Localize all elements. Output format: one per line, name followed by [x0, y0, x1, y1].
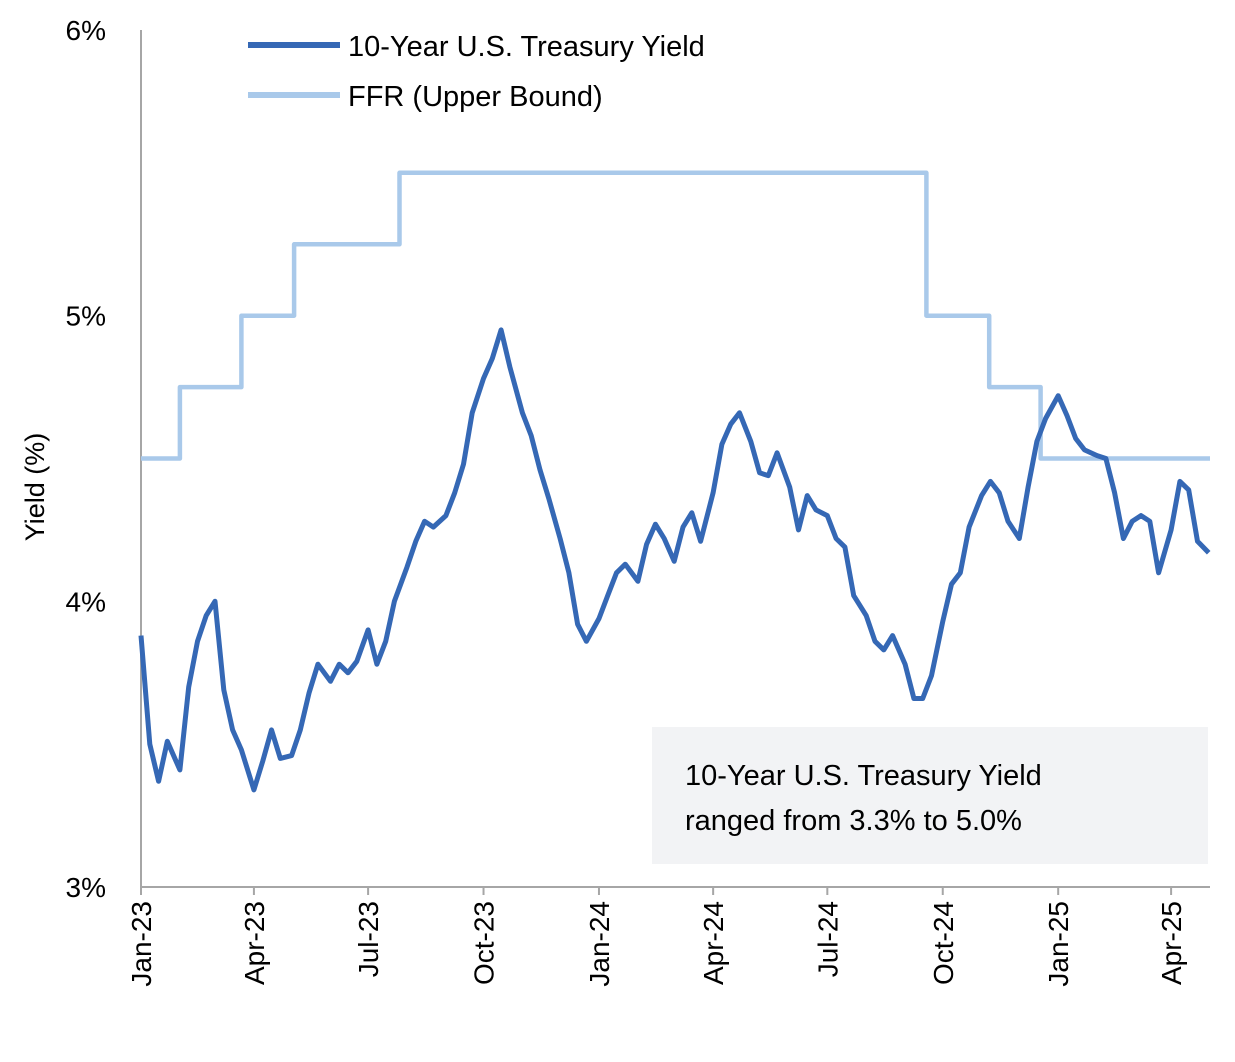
legend-label-ffr: FFR (Upper Bound)	[348, 81, 603, 113]
annotation-line-1: 10-Year U.S. Treasury Yield	[685, 760, 1042, 792]
x-tick-label: Jan-23	[126, 901, 157, 987]
series-line-10y-treasury	[138, 327, 1211, 793]
y-tick-label: 5%	[66, 301, 106, 332]
x-tick-label: Jul-24	[812, 901, 843, 977]
x-tick-label: Apr-24	[698, 901, 729, 985]
y-axis-ticks: 3% 4% 5% 6%	[66, 15, 106, 903]
y-tick-label: 4%	[66, 586, 106, 617]
series-group	[138, 170, 1211, 793]
x-tick-label: Jan-25	[1043, 901, 1074, 987]
x-tick-label: Jan-24	[584, 901, 615, 987]
annotation-line-2: ranged from 3.3% to 5.0%	[685, 805, 1022, 837]
x-axis-ticks: Jan-23 Apr-23 Jul-23 Oct-23 Jan-24 Apr-24 Jul-…	[126, 887, 1187, 987]
x-tick-label: Oct-24	[928, 901, 959, 985]
annotation-box	[652, 727, 1208, 864]
legend: 10-Year U.S. Treasury Yield FFR (Upper B…	[248, 31, 705, 113]
legend-label-10y: 10-Year U.S. Treasury Yield	[348, 31, 705, 63]
series-line-ffr-upper-bound	[141, 170, 1210, 461]
y-tick-label: 3%	[66, 872, 106, 903]
x-tick-label: Oct-23	[469, 901, 500, 985]
x-tick-label: Apr-25	[1156, 901, 1187, 985]
x-tick-label: Jul-23	[353, 901, 384, 977]
y-axis-label: Yield (%)	[20, 433, 50, 542]
y-tick-label: 6%	[66, 15, 106, 46]
x-tick-label: Apr-23	[239, 901, 270, 985]
